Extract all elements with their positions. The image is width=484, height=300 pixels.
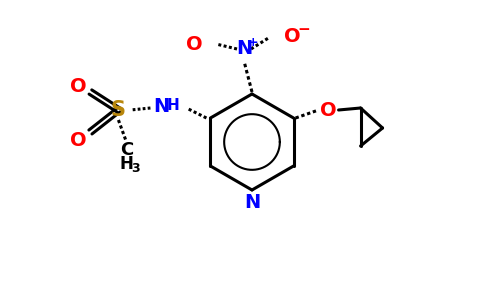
Text: O: O: [186, 34, 202, 53]
Text: +: +: [248, 35, 258, 49]
Text: O: O: [70, 77, 87, 97]
Text: N: N: [244, 194, 260, 212]
Text: H: H: [167, 98, 180, 113]
Text: C: C: [120, 141, 133, 159]
Text: 3: 3: [131, 161, 140, 175]
Text: O: O: [70, 130, 87, 149]
Text: −: −: [298, 22, 310, 37]
Text: N: N: [153, 97, 169, 116]
Text: O: O: [284, 28, 300, 46]
Text: H: H: [120, 155, 134, 173]
Text: N: N: [236, 40, 252, 58]
Text: O: O: [320, 100, 337, 119]
Text: S: S: [111, 100, 126, 120]
